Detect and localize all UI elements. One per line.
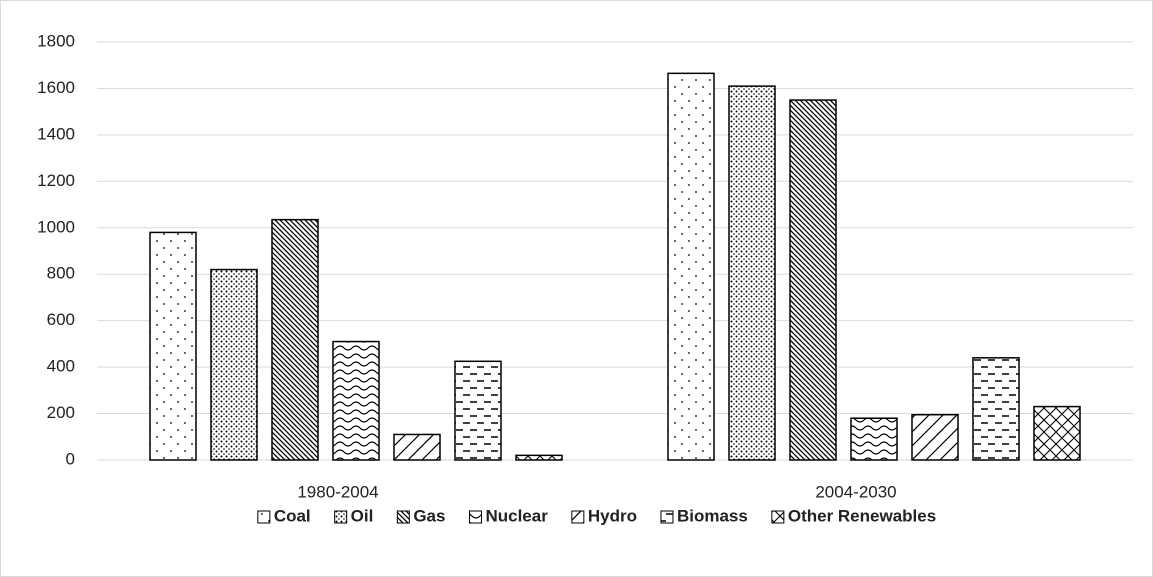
y-tick-label: 1400 <box>37 124 75 143</box>
legend-swatch <box>468 510 482 524</box>
bar <box>911 413 959 461</box>
y-tick-label: 800 <box>47 264 75 283</box>
legend: Coal Oil Gas Nuclear Hydro Biomass Other Renew… <box>257 506 936 525</box>
x-tick-label: 2004-2030 <box>815 482 896 501</box>
bar <box>515 454 563 461</box>
y-tick-label: 1600 <box>37 78 75 97</box>
legend-label: Hydro <box>588 506 637 525</box>
legend-swatch <box>334 510 348 524</box>
legend-label: Other Renewables <box>788 506 936 525</box>
bar <box>789 99 837 461</box>
y-tick-label: 600 <box>47 310 75 329</box>
y-tick-label: 1800 <box>37 31 75 50</box>
y-tick-label: 400 <box>47 357 75 376</box>
y-tick-label: 200 <box>47 403 75 422</box>
legend-label: Coal <box>274 506 311 525</box>
bar <box>332 340 380 461</box>
bar <box>210 268 258 461</box>
legend-swatch <box>771 510 785 524</box>
grid: 0 200 400 600 800 1000 1200 1400 1600 1800 <box>37 31 1133 468</box>
y-tick-label: 1000 <box>37 217 75 236</box>
legend-label: Nuclear <box>485 506 548 525</box>
bar <box>271 218 319 461</box>
legend-label: Biomass <box>677 506 748 525</box>
legend-label: Gas <box>413 506 445 525</box>
bars: 1980-2004 2004-2030 <box>149 72 1081 501</box>
legend-swatch <box>660 510 674 524</box>
legend-swatch <box>396 510 410 524</box>
y-tick-label: 1200 <box>37 171 75 190</box>
y-tick-label: 0 <box>66 449 75 468</box>
legend-swatch <box>571 510 585 524</box>
bar <box>393 433 441 461</box>
legend-swatch <box>257 510 271 524</box>
bar <box>850 417 898 461</box>
bar <box>1033 405 1081 461</box>
legend-label: Oil <box>351 506 374 525</box>
bar <box>972 357 1020 461</box>
bar <box>728 85 776 461</box>
bar <box>149 231 197 461</box>
x-tick-label: 1980-2004 <box>297 482 378 501</box>
bar <box>454 360 502 461</box>
bar <box>667 72 715 461</box>
